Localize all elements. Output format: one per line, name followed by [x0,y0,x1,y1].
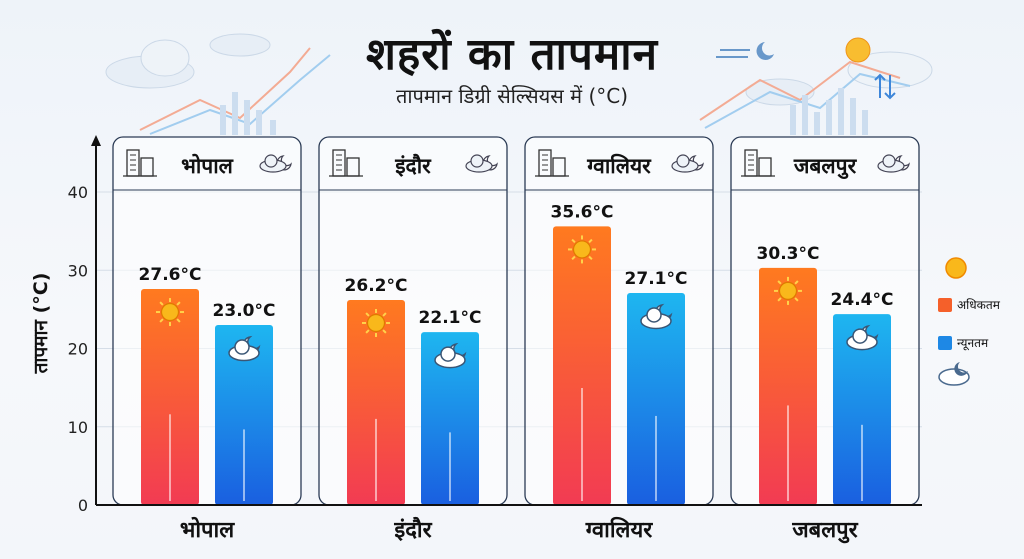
data-label: 26.2°C [345,276,408,296]
bar-max [759,267,817,505]
bar-min [215,325,273,505]
y-axis-label: तापमान (°C) [30,272,52,374]
background-decoration [105,33,933,135]
panel-city-name: भोपाल [181,153,234,178]
tower-icon [535,149,569,177]
data-labels: भोपाल 27.6°C 23.0°C इंदौर 26.2°C 22.1°C ग्वालि… [139,202,894,544]
building-icon [123,149,157,177]
cloud-icon [105,33,933,106]
bar-min [421,332,479,505]
data-label: 27.6°C [139,265,202,285]
sun-icon [845,37,871,63]
legend-item-min: न्यूनतम [938,334,988,351]
arrows-icon [874,73,896,100]
y-tick-label: 30 [68,261,88,280]
legend-label-min: न्यूनतम [957,336,989,350]
bar-max [553,226,611,505]
x-tick-label: इंदौर [393,516,432,543]
axes: 0 10 20 30 40 [68,135,922,515]
y-tick-label: 40 [68,183,88,202]
panel-city-name: जबलपुर [793,154,858,180]
bar-max [141,289,199,505]
rain-cloud-icon [465,154,498,173]
bar-min [627,292,685,505]
data-label: 27.1°C [625,269,688,289]
moon-wind-icon [716,42,774,60]
y-axis-arrow-icon [91,135,101,146]
legend-item-max: अधिकतम [938,296,1000,313]
data-label: 30.3°C [757,244,820,264]
bar-sun-icon [362,308,390,337]
data-label: 35.6°C [551,202,614,222]
data-label: 24.4°C [831,290,894,310]
bars [141,226,891,505]
building-icon [741,149,775,177]
palace-icon [329,149,363,177]
panel-city-name: इंदौर [394,153,432,178]
data-label: 23.0°C [213,301,276,321]
legend-label-max: अधिकतम [957,298,1000,312]
bar-moon-cloud-icon [434,342,467,369]
y-tick-label: 10 [68,418,88,437]
x-tick-label: भोपाल [180,516,235,543]
page-subtitle: तापमान डिग्री सेल्सियस में (°C) [395,84,629,108]
y-tick-label: 20 [68,340,88,359]
partly-sunny-icon [259,154,292,173]
legend-swatch-max [938,297,952,312]
bar-moon-cloud-icon [640,303,673,330]
bar-max [347,299,405,505]
bar-sun-icon [156,298,184,327]
bar-moon-cloud-icon [846,324,879,351]
legend-sun-icon [945,257,967,279]
legend-moon-cloud-icon [938,362,970,386]
bar-min [833,314,891,505]
y-tick-label: 0 [78,496,88,515]
fog-moon-icon [877,154,910,173]
bar-sun-icon [774,276,802,305]
x-tick-label: ग्वालियर [585,516,653,543]
bar-moon-cloud-icon [228,335,261,362]
bars-decoration-icon [220,88,868,135]
data-label: 22.1°C [419,308,482,328]
panel-city-name: ग्वालियर [586,153,652,178]
page-title: शहरों का तापमान [365,29,659,80]
rain-cloud-icon [671,154,704,173]
x-tick-label: जबलपुर [791,518,858,544]
legend-swatch-min [938,335,952,350]
bar-sun-icon [568,235,596,264]
